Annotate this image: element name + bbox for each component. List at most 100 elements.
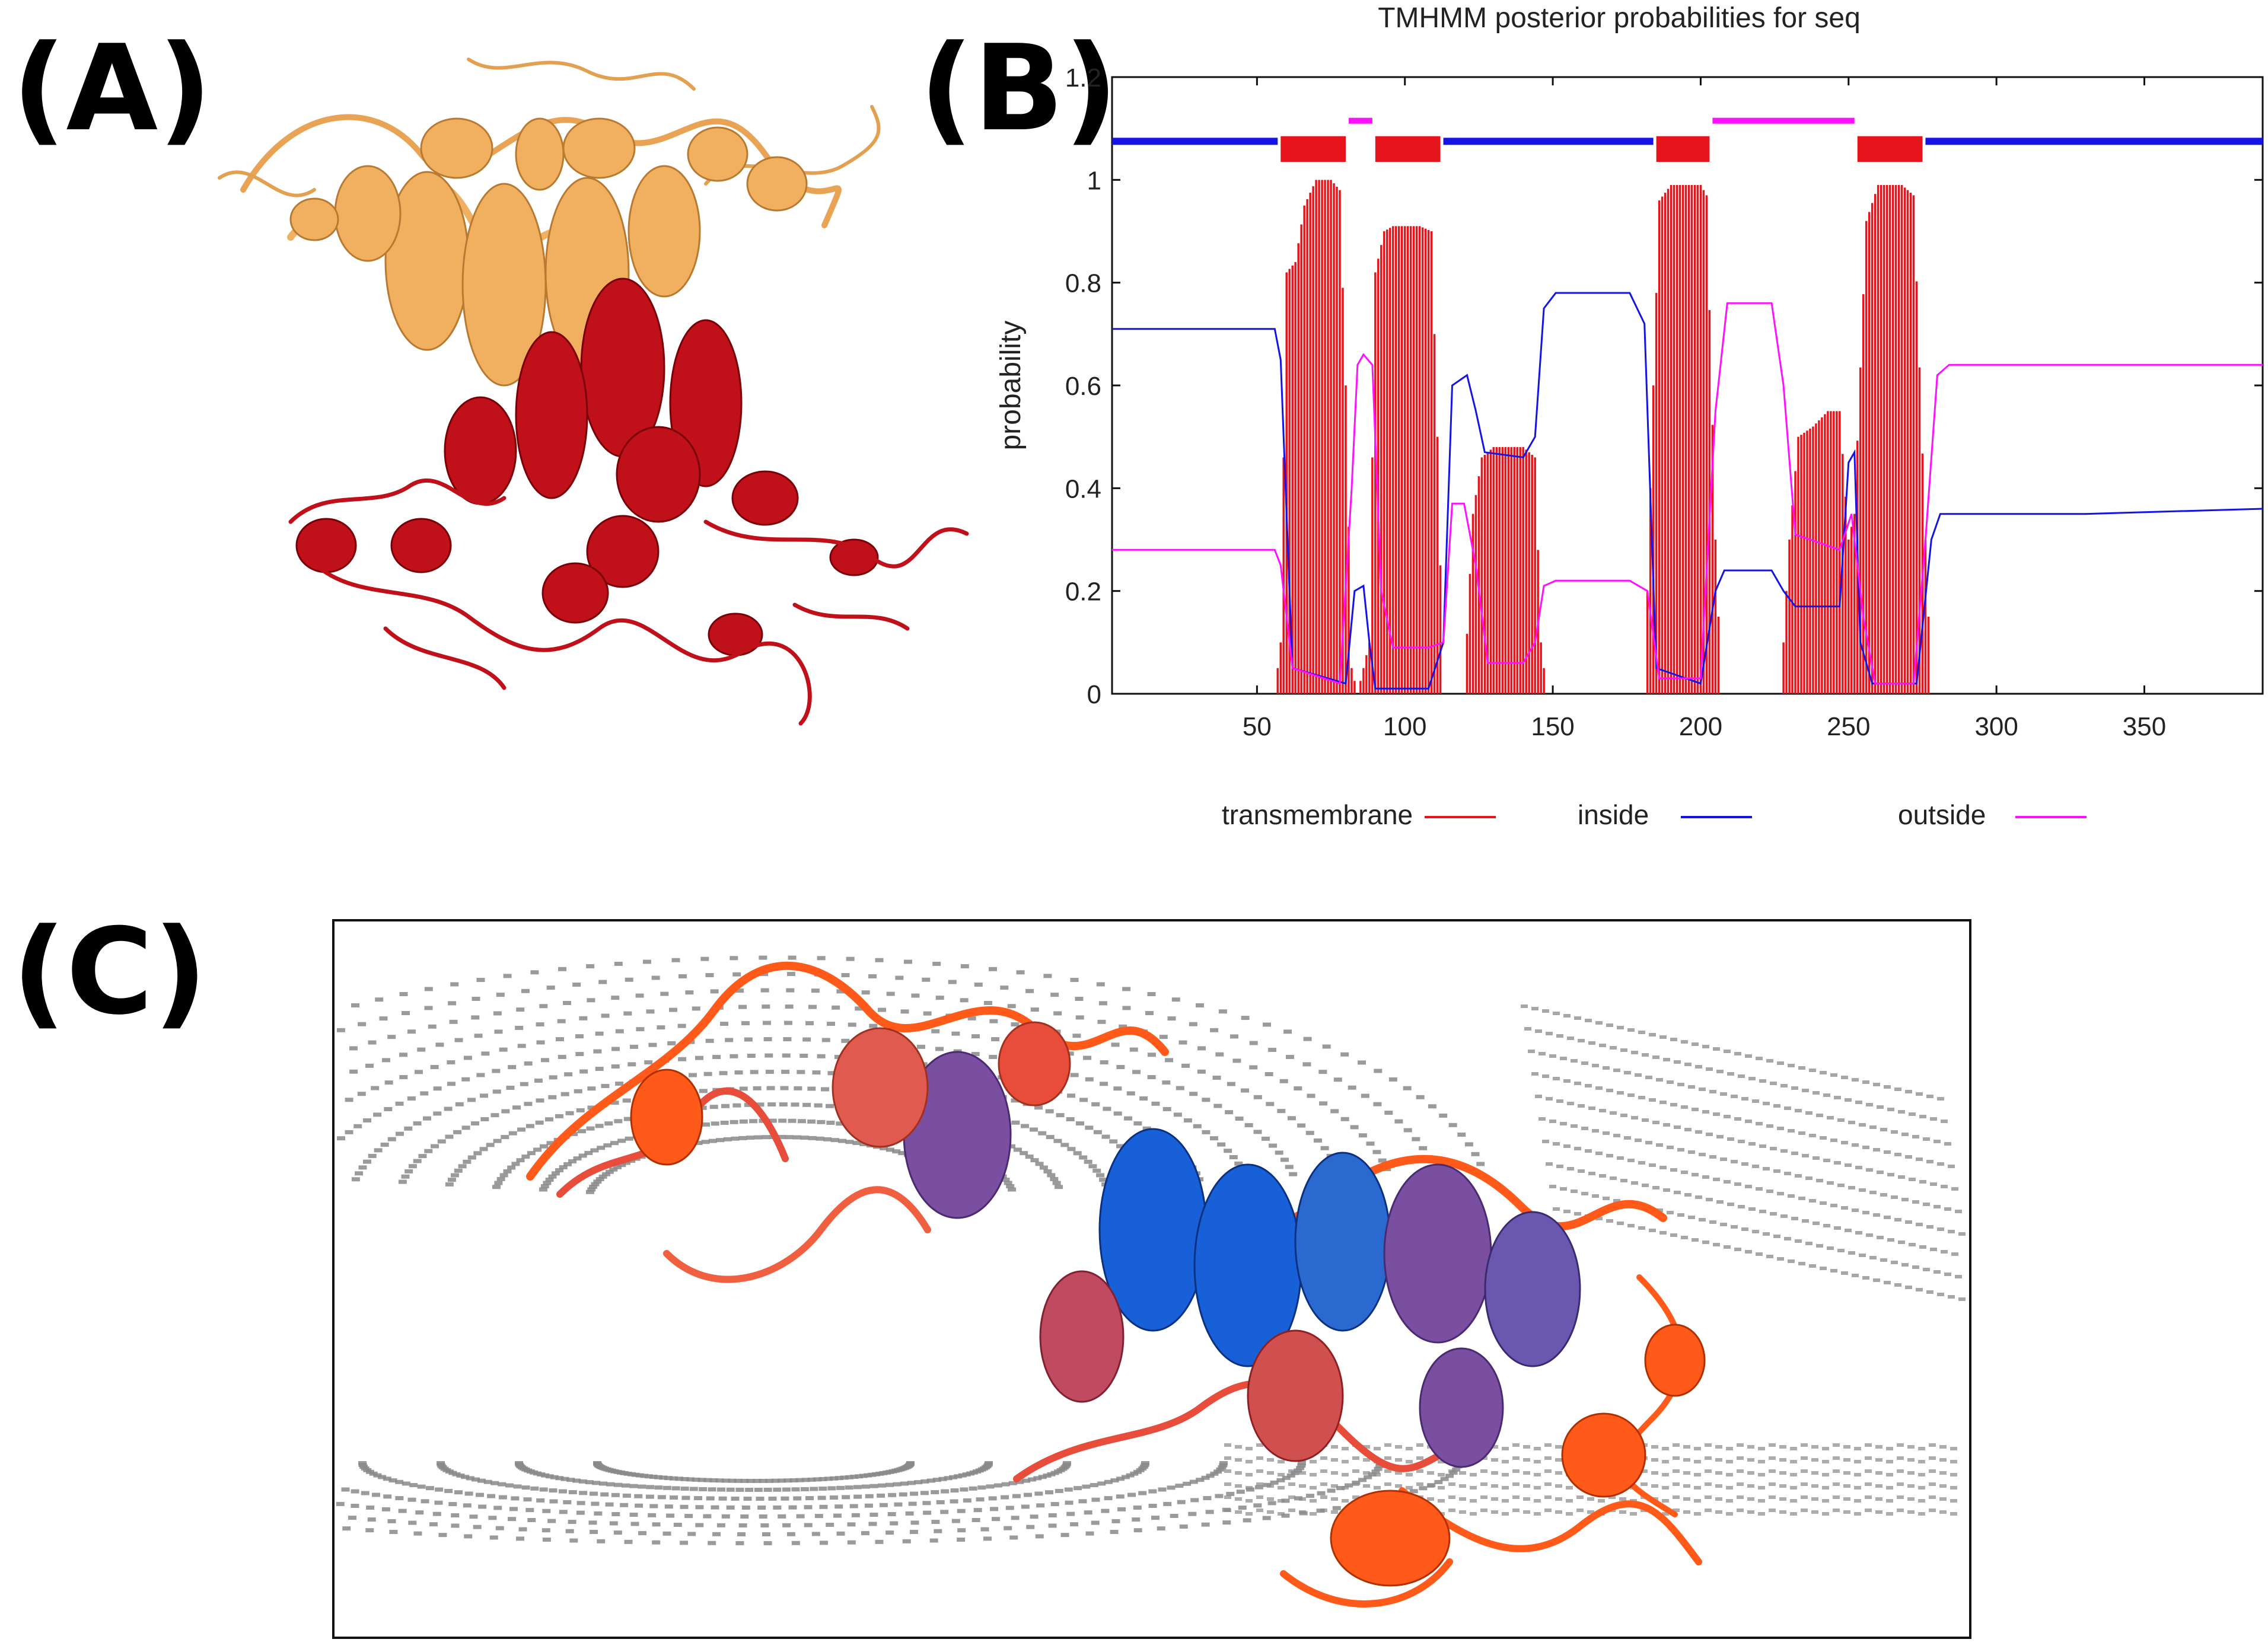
membrane-dot: [1171, 997, 1180, 1002]
membrane-dot: [1549, 1120, 1556, 1123]
membrane-dot: [1070, 978, 1079, 983]
membrane-dot: [1907, 1510, 1915, 1514]
membrane-dot: [1256, 1443, 1263, 1447]
membrane-dot: [351, 1177, 360, 1182]
membrane-dot: [765, 1478, 774, 1483]
membrane-dot: [1022, 1478, 1031, 1483]
membrane-dot: [1709, 1090, 1716, 1093]
x-tick-label: 250: [1827, 712, 1870, 741]
membrane-dot: [1929, 1482, 1936, 1486]
membrane-dot: [520, 1082, 528, 1086]
membrane-dot: [1891, 1261, 1898, 1264]
membrane-dot: [454, 1038, 463, 1042]
membrane-dot: [1933, 1205, 1941, 1208]
membrane-dot: [1067, 1147, 1076, 1152]
membrane-dot: [488, 1516, 497, 1520]
membrane-dot: [1267, 1501, 1276, 1506]
membrane-dot: [699, 1089, 708, 1093]
y-axis-label: probability: [995, 321, 1027, 451]
membrane-dot: [1224, 1149, 1232, 1153]
membrane-dot: [1706, 1133, 1713, 1136]
membrane-dot: [1769, 1456, 1776, 1460]
membrane-dot: [1929, 1443, 1936, 1447]
membrane-dot: [563, 1162, 572, 1166]
membrane-dot: [1641, 1469, 1648, 1473]
membrane-dot: [398, 1509, 407, 1513]
membrane-dot: [1713, 1047, 1720, 1051]
membrane-dot: [853, 1485, 862, 1490]
membrane-dot: [819, 1504, 828, 1509]
membrane-dot: [686, 1477, 695, 1482]
membrane-dot: [1064, 1487, 1073, 1492]
membrane-dot: [948, 980, 957, 984]
membrane-dot: [731, 1136, 740, 1141]
membrane-dot: [1322, 1044, 1331, 1049]
chart-title: TMHMM posterior probabilities for seq: [1378, 2, 1861, 34]
membrane-dot: [1416, 1443, 1423, 1447]
membrane-dot: [1737, 1456, 1744, 1460]
membrane-dot: [699, 1487, 708, 1491]
membrane-dot: [597, 1146, 606, 1150]
membrane-dot: [415, 1510, 424, 1515]
membrane-dot: [1448, 1482, 1455, 1486]
membrane-dot: [1958, 1297, 1966, 1301]
membrane-dot: [1288, 1469, 1295, 1473]
membrane-dot: [546, 1141, 555, 1146]
membrane-dot: [1047, 1173, 1056, 1178]
membrane-dot: [1103, 1106, 1111, 1111]
membrane-dot: [1684, 1063, 1692, 1066]
membrane-dot: [1008, 1481, 1017, 1485]
membrane-dot: [401, 1010, 410, 1015]
membrane-dot: [1544, 1509, 1552, 1512]
membrane-dot: [1674, 1125, 1681, 1129]
membrane-dot: [920, 1479, 929, 1484]
membrane-dot: [1659, 1101, 1667, 1104]
membrane-dot: [826, 1120, 835, 1125]
membrane-dot: [756, 1496, 765, 1501]
membrane-dot: [1937, 1293, 1944, 1296]
membrane-dot: [783, 1037, 792, 1042]
membrane-dot: [1183, 1481, 1192, 1486]
membrane-dot: [1269, 1143, 1278, 1148]
membrane-dot: [342, 1526, 351, 1531]
membrane-dot: [1681, 1040, 1688, 1044]
membrane-dot: [845, 1140, 854, 1144]
membrane-dot: [1256, 1456, 1263, 1460]
membrane-dot: [1145, 1010, 1154, 1015]
membrane-dot: [404, 1169, 413, 1173]
membrane-dot: [910, 1520, 919, 1525]
membrane-dot: [1606, 1154, 1613, 1157]
membrane-dot: [1865, 1456, 1872, 1460]
membrane-dot: [1766, 1059, 1773, 1063]
membrane-dot: [1523, 1445, 1530, 1449]
membrane-dot: [1770, 1082, 1777, 1085]
membrane-dot: [763, 1487, 772, 1492]
membrane-dot: [1299, 1471, 1306, 1475]
membrane-dot: [358, 1022, 367, 1026]
membrane-dot: [1331, 1445, 1338, 1449]
membrane-dot: [1555, 1510, 1562, 1514]
membrane-dot: [1663, 1188, 1670, 1192]
membrane-dot: [1035, 1162, 1044, 1166]
membrane-dot: [957, 1528, 966, 1533]
membrane-dot: [1147, 992, 1156, 997]
legend-label-transmembrane: transmembrane: [1222, 799, 1413, 830]
membrane-dot: [1133, 1528, 1142, 1533]
membrane-dot: [1246, 1473, 1253, 1476]
membrane-dot: [351, 1489, 359, 1494]
membrane-dot: [555, 1114, 563, 1118]
membrane-dot: [1737, 1482, 1744, 1486]
membrane-dot: [1694, 1447, 1701, 1450]
membrane-dot: [1224, 1495, 1231, 1499]
membrane-dot: [726, 1505, 735, 1510]
membrane-dot: [841, 1038, 850, 1043]
membrane-dot: [366, 1505, 375, 1510]
membrane-dot: [1737, 1495, 1744, 1499]
membrane-dot: [648, 1042, 657, 1047]
membrane-dot: [1770, 1147, 1777, 1150]
membrane-dot: [1726, 1512, 1733, 1516]
membrane-dot: [989, 1019, 998, 1023]
membrane-dot: [1048, 1513, 1057, 1518]
membrane-dot: [973, 1508, 982, 1513]
membrane-dot: [449, 1019, 458, 1024]
